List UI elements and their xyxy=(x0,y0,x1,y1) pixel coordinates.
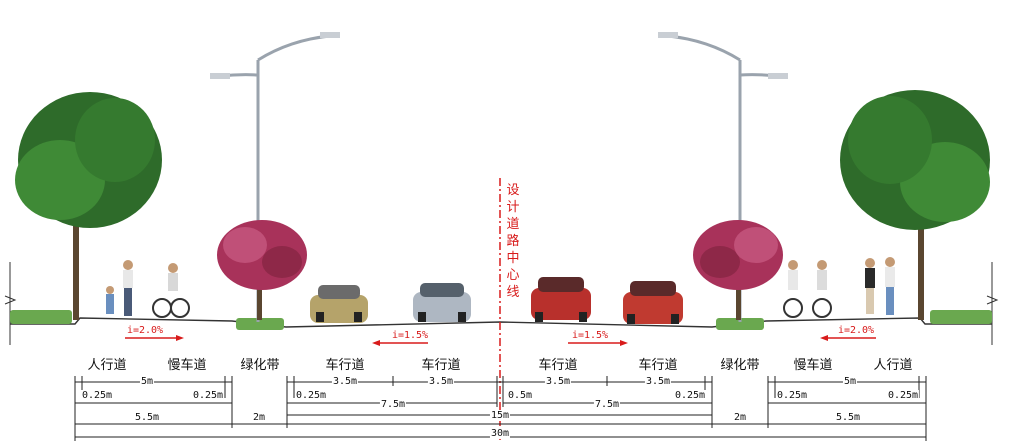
dim-side-5m-right: 5m xyxy=(842,376,858,387)
slope-label-right-side: i=2.0% xyxy=(837,325,875,336)
dim-curb-lane-right: 0.25m xyxy=(673,390,707,401)
lane-label-bike-right: 慢车道 xyxy=(793,358,833,373)
car-gold xyxy=(310,285,368,323)
slope-label-left-side: i=2.0% xyxy=(126,325,164,336)
dim-carriage-left: 7.5m xyxy=(379,399,407,410)
car-silver xyxy=(413,283,471,322)
lane-label-bike-left: 慢车道 xyxy=(167,358,207,373)
break-marks xyxy=(4,262,999,345)
car-red-outer xyxy=(623,281,683,324)
dim-curb-a-right: 0.25m xyxy=(775,390,809,401)
dim-curb-a-left: 0.25m xyxy=(80,390,114,401)
hedge-left-edge xyxy=(10,310,72,324)
tree-right xyxy=(840,90,990,320)
blossom-tree-left xyxy=(217,220,307,320)
lane-label-car-right-outer: 车行道 xyxy=(638,358,678,373)
slope-arrows xyxy=(125,335,876,346)
slope-label-left-carriageway: i=1.5% xyxy=(391,330,429,341)
dim-side-total-left: 5.5m xyxy=(133,412,161,423)
lane-label-green-right: 绿化带 xyxy=(720,358,760,373)
lane-label-car-right-inner: 车行道 xyxy=(538,358,578,373)
hedge-right-median xyxy=(716,318,764,330)
lane-label-car-left-inner: 车行道 xyxy=(421,358,461,373)
dim-lane-r2: 3.5m xyxy=(644,376,672,387)
dim-side-5m-left: 5m xyxy=(139,376,155,387)
slope-label-right-carriageway: i=1.5% xyxy=(571,330,609,341)
dim-curb-b-left: 0.25m xyxy=(191,390,225,401)
pedestrian-cyclist-right xyxy=(783,257,895,318)
tree-left xyxy=(15,92,162,320)
hedge-left-median xyxy=(236,318,284,330)
dim-side-total-right: 5.5m xyxy=(834,412,862,423)
hedge-right-edge xyxy=(930,310,992,324)
dim-lane-l2: 3.5m xyxy=(427,376,455,387)
dim-total-width: 30m xyxy=(489,428,511,439)
dim-green-left: 2m xyxy=(251,412,267,423)
blossom-tree-right xyxy=(693,220,783,320)
lane-label-car-left-outer: 车行道 xyxy=(325,358,365,373)
dim-curb-center-right: 0.5m xyxy=(506,390,534,401)
dim-green-right: 2m xyxy=(732,412,748,423)
dim-curb-lane-left: 0.25m xyxy=(294,390,328,401)
dim-lane-l1: 3.5m xyxy=(331,376,359,387)
lane-label-sidewalk-right: 人行道 xyxy=(873,358,913,373)
dim-carriage-right: 7.5m xyxy=(593,399,621,410)
lane-label-sidewalk-left: 人行道 xyxy=(87,358,127,373)
centerline-label: 设计道路中心线 xyxy=(506,183,520,300)
car-red-center xyxy=(531,277,591,322)
dim-lane-r1: 3.5m xyxy=(544,376,572,387)
dim-carriageway-total: 15m xyxy=(489,410,511,421)
dim-curb-b-right: 0.25m xyxy=(886,390,920,401)
pedestrian-cyclist-left xyxy=(106,260,190,318)
lane-label-green-left: 绿化带 xyxy=(240,358,280,373)
